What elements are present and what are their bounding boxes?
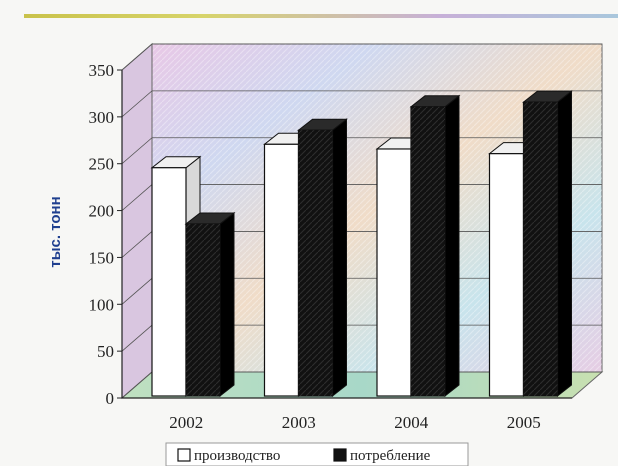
legend-swatch-0: [177, 448, 191, 462]
gridline: [121, 43, 602, 71]
y-tick-label: 250: [89, 155, 115, 174]
bar-2004-production: [376, 148, 412, 397]
x-tick-label: 2003: [282, 413, 316, 432]
bar-side-2002-1: [219, 211, 235, 398]
legend: производство потребление: [165, 442, 469, 466]
y-tick-label: 100: [89, 295, 115, 314]
bar-side-2005-1: [557, 90, 572, 398]
y-axis-label: тыс. тонн: [47, 196, 64, 267]
bar-texture-2003-1: [298, 130, 333, 396]
x-tick-label: 2005: [507, 413, 541, 432]
y-tick-label: 300: [89, 108, 115, 127]
y-tick-label: 0: [106, 389, 115, 408]
bar-2003-production: [263, 143, 300, 397]
y-tick-label: 150: [89, 248, 115, 267]
legend-box: [165, 442, 469, 466]
bar-texture-2005-1: [523, 102, 558, 396]
x-tick-label: 2002: [169, 413, 203, 432]
bar-texture-2002-1: [186, 223, 220, 396]
bar-2005-production: [488, 153, 525, 397]
legend-swatch-1: [333, 448, 347, 462]
legend-label-0: производство: [194, 448, 280, 464]
gridline: [121, 90, 602, 118]
bar-side-2003-1: [332, 118, 347, 398]
bar-2002-production: [151, 167, 187, 397]
bar-texture-2004-1: [411, 106, 445, 397]
top-divider: [24, 14, 618, 18]
x-tick-label: 2004: [394, 413, 429, 432]
y-tick-label: 350: [89, 61, 115, 80]
y-tick-label: 200: [89, 202, 115, 221]
y-tick-label: 50: [97, 342, 114, 361]
side-wall: [121, 42, 153, 400]
bar-side-2004-1: [444, 94, 460, 398]
legend-label-1: потребление: [350, 448, 431, 464]
